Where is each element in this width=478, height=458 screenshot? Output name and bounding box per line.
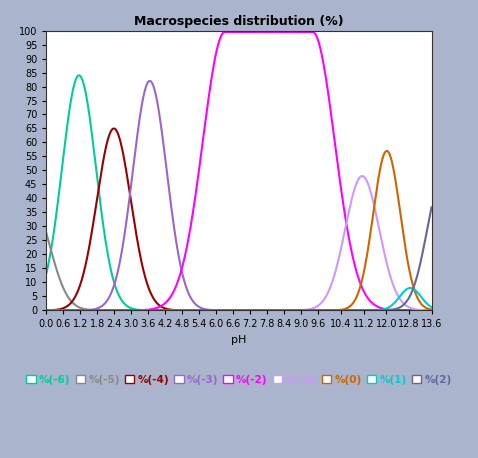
- X-axis label: pH: pH: [231, 335, 247, 345]
- Title: Macrospecies distribution (%): Macrospecies distribution (%): [134, 15, 344, 28]
- Legend: %(-6), %(-5), %(-4), %(-3), %(-2), %(-1), %(0), %(1), %(2): %(-6), %(-5), %(-4), %(-3), %(-2), %(-1)…: [22, 371, 456, 389]
